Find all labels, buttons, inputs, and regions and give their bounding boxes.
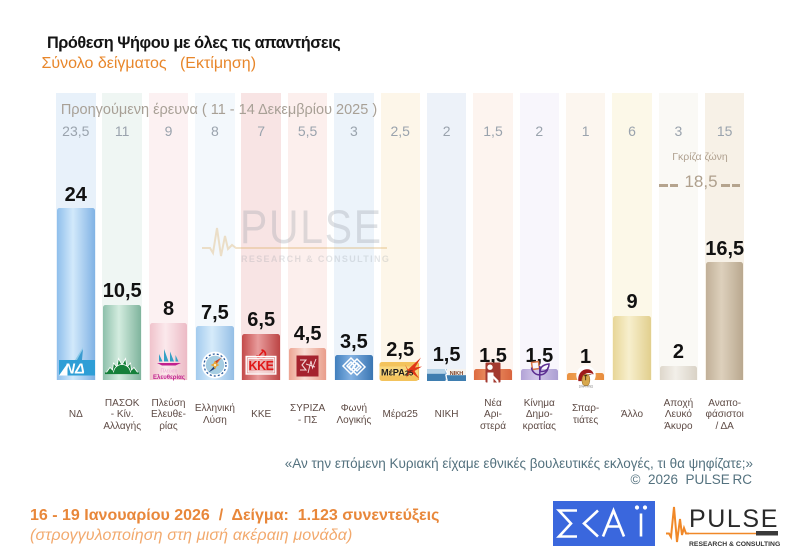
svg-text:ΝΔ: ΝΔ bbox=[64, 362, 84, 378]
svg-text:Ελευθερίας: Ελευθερίας bbox=[153, 375, 185, 381]
svg-text:ΣΠΑΡΤΙΑΤΕΣ: ΣΠΑΡΤΙΑΤΕΣ bbox=[578, 385, 593, 387]
svg-text:PULSE: PULSE bbox=[689, 505, 779, 533]
svg-text:KKE: KKE bbox=[249, 359, 274, 373]
svg-text:ΝΙΚΗ: ΝΙΚΗ bbox=[450, 371, 463, 377]
svg-text:Πλεύση: Πλεύση bbox=[160, 368, 177, 375]
svg-text:MέPA25: MέPA25 bbox=[381, 368, 413, 378]
svg-text:RESEARCH & CONSULTING: RESEARCH & CONSULTING bbox=[689, 541, 780, 548]
